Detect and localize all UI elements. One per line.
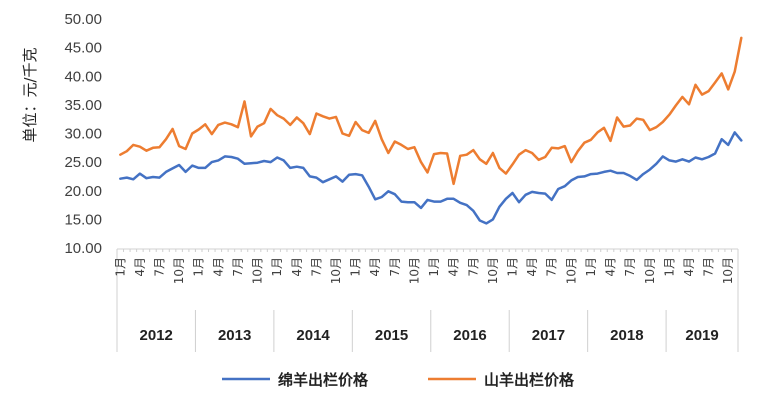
month-label: 7月 [545, 257, 559, 277]
month-label: 1月 [113, 257, 127, 277]
month-label: 4月 [525, 257, 539, 277]
year-label: 2018 [610, 327, 643, 344]
year-label: 2019 [685, 327, 718, 344]
month-label: 1月 [427, 257, 441, 277]
month-label: 7月 [152, 257, 166, 277]
month-label: 10月 [643, 257, 657, 284]
month-label: 4月 [447, 257, 461, 277]
y-axis-ticks: 10.00 15.00 20.00 25.00 30.00 35.00 40.00 45.00… [64, 11, 102, 257]
month-label: 4月 [290, 257, 304, 277]
month-label: 7月 [466, 257, 480, 277]
month-label: 7月 [309, 257, 323, 277]
year-label: 2016 [453, 327, 486, 344]
month-label: 1月 [662, 257, 676, 277]
month-label: 4月 [211, 257, 225, 277]
y-tick-label: 30.00 [64, 126, 102, 143]
month-label: 7月 [388, 257, 402, 277]
year-label: 2017 [532, 327, 565, 344]
sheep-price-line [119, 131, 743, 225]
y-tick-label: 50.00 [64, 11, 102, 28]
y-tick-label: 45.00 [64, 40, 102, 57]
month-label: 10月 [251, 257, 265, 284]
month-label: 10月 [486, 257, 500, 284]
month-label: 1月 [192, 257, 206, 277]
month-label: 7月 [702, 257, 716, 277]
month-label: 7月 [623, 257, 637, 277]
y-tick-label: 20.00 [64, 183, 102, 200]
month-label: 1月 [584, 257, 598, 277]
legend-label: 绵羊出栏价格 [278, 371, 369, 389]
y-axis-label: 单位：元/千克 [21, 47, 39, 142]
y-tick-label: 35.00 [64, 97, 102, 114]
y-tick-label: 40.00 [64, 68, 102, 85]
month-label: 10月 [564, 257, 578, 284]
month-label: 1月 [270, 257, 284, 277]
month-label: 4月 [604, 257, 618, 277]
y-tick-label: 10.00 [64, 240, 102, 257]
year-label: 2014 [296, 327, 330, 344]
month-label: 1月 [505, 257, 519, 277]
year-label: 2015 [375, 327, 408, 344]
month-label: 10月 [172, 257, 186, 284]
legend: 绵羊出栏价格 山羊出栏价格 [222, 371, 575, 389]
month-label: 10月 [407, 257, 421, 284]
month-label: 1月 [349, 257, 363, 277]
y-tick-label: 15.00 [64, 211, 102, 228]
month-label: 4月 [368, 257, 382, 277]
month-label: 4月 [133, 257, 147, 277]
year-label: 2013 [218, 327, 251, 344]
month-label: 10月 [721, 257, 735, 284]
y-axis-label-group: 单位：元/千克 [21, 47, 39, 142]
legend-label: 山羊出栏价格 [484, 371, 575, 389]
month-label: 4月 [682, 257, 696, 277]
series-layer [119, 36, 743, 225]
year-label: 2012 [140, 327, 173, 344]
month-label: 10月 [329, 257, 343, 284]
y-tick-label: 25.00 [64, 154, 102, 171]
goat-price-line [119, 36, 743, 186]
month-label: 7月 [231, 257, 245, 277]
